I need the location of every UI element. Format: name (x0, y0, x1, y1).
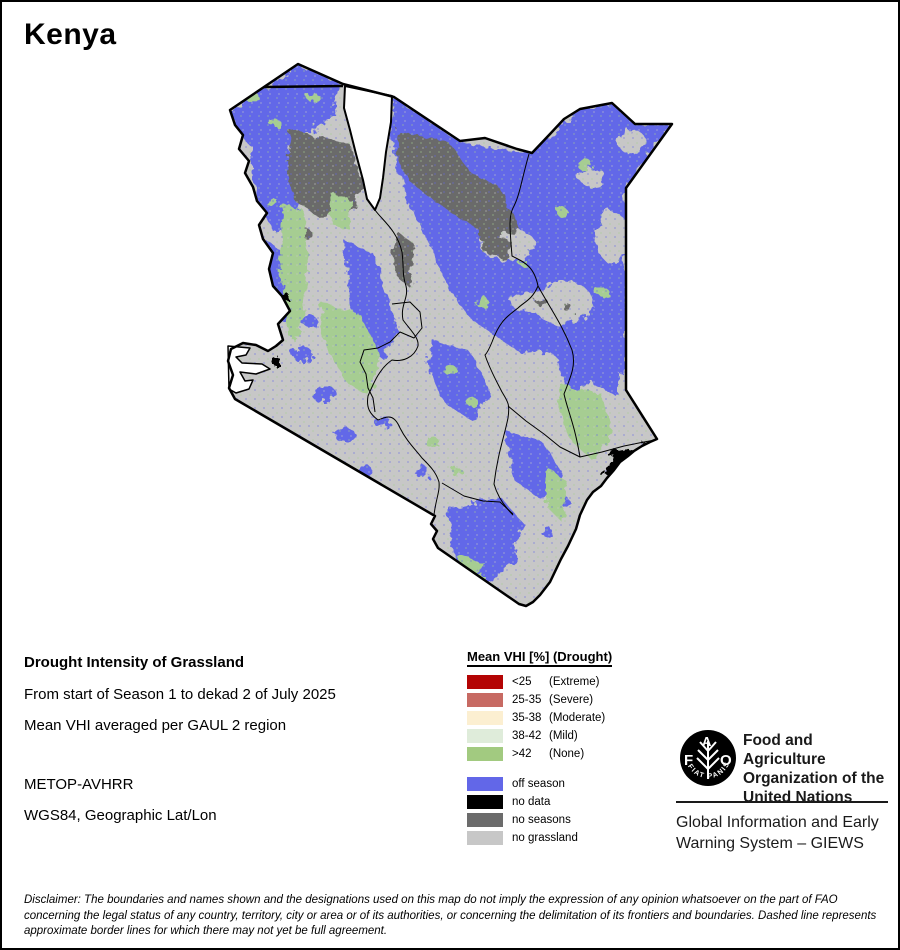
giews-line1: Global Information and Early (676, 814, 879, 831)
map-subject-heading: Drought Intensity of Grassland (24, 654, 245, 671)
sensor-line: METOP-AVHRR (24, 776, 134, 793)
legend-row-extreme: <25 (Extreme) (467, 674, 612, 689)
legend-label: no data (512, 795, 551, 808)
legend-swatch-no-seasons (467, 812, 503, 827)
legend-row-no-data: no data (467, 794, 612, 809)
svg-text:O: O (720, 752, 732, 769)
fao-name-line2: Organization of the (743, 770, 885, 787)
legend-title: Mean VHI [%] (Drought) (467, 649, 613, 667)
legend-swatch-none (467, 746, 503, 761)
legend-value: <25 (512, 675, 532, 688)
legend-value: 35-38 (512, 711, 542, 724)
legend-swatch-no-grassland (467, 830, 503, 845)
legend-row-none: >42 (None) (467, 746, 612, 761)
region-boundaries (359, 153, 656, 516)
legend-row-off-season: off season (467, 776, 612, 791)
legend-value: >42 (512, 747, 532, 760)
page-title: Kenya (24, 18, 117, 51)
map-legend: Mean VHI [%] (Drought) <25 (Extreme) 25-… (467, 648, 613, 848)
org-divider-line (676, 801, 888, 803)
giews-name: Global Information and Early Warning Sys… (676, 812, 879, 854)
lake-turkana (343, 85, 393, 211)
disclaimer-text: Disclaimer: The boundaries and names sho… (24, 894, 877, 937)
kenya-drought-map (226, 62, 674, 608)
svg-text:A: A (702, 734, 712, 749)
legend-row-severe: 25-35 (Severe) (467, 692, 612, 707)
legend-row-moderate: 35-38 (Moderate) (467, 710, 612, 725)
giews-line2: Warning System – GIEWS (676, 835, 864, 852)
winam-gulf (227, 345, 271, 394)
legend-swatch-no-data (467, 794, 503, 809)
fao-name-line1: Food and Agriculture (743, 732, 826, 768)
fao-name: Food and Agriculture Organization of the… (743, 731, 898, 807)
legend-label: no seasons (512, 813, 571, 826)
map-aggregation-line: Mean VHI averaged per GAUL 2 region (24, 717, 287, 734)
legend-label: off season (512, 777, 565, 790)
legend-label: no grassland (512, 831, 578, 844)
legend-severity: (Severe) (549, 693, 594, 706)
ilemi-border-line (263, 84, 344, 89)
raster-noise-overlay (228, 64, 672, 606)
legend-swatch-severe (467, 692, 503, 707)
legend-value: 25-35 (512, 693, 542, 706)
legend-value: 38-42 (512, 729, 542, 742)
fao-name-line3: United Nations (743, 789, 853, 806)
legend-severity: (Mild) (549, 729, 578, 742)
map-period-line: From start of Season 1 to dekad 2 of Jul… (24, 686, 336, 703)
legend-severity: (Extreme) (549, 675, 600, 688)
legend-swatch-off-season (467, 776, 503, 791)
legend-row-no-grassland: no grassland (467, 830, 612, 845)
map-info-block: Drought Intensity of Grassland From star… (24, 654, 336, 838)
legend-swatch-mild (467, 728, 503, 743)
svg-text:F: F (684, 752, 693, 769)
fao-logo-icon: F A O FIAT PANIS (680, 730, 736, 786)
legend-swatch-moderate (467, 710, 503, 725)
legend-severity: (Moderate) (549, 711, 606, 724)
legend-swatch-extreme (467, 674, 503, 689)
legend-row-no-seasons: no seasons (467, 812, 612, 827)
projection-line: WGS84, Geographic Lat/Lon (24, 807, 217, 824)
legend-row-mild: 38-42 (Mild) (467, 728, 612, 743)
legend-severity: (None) (549, 747, 585, 760)
